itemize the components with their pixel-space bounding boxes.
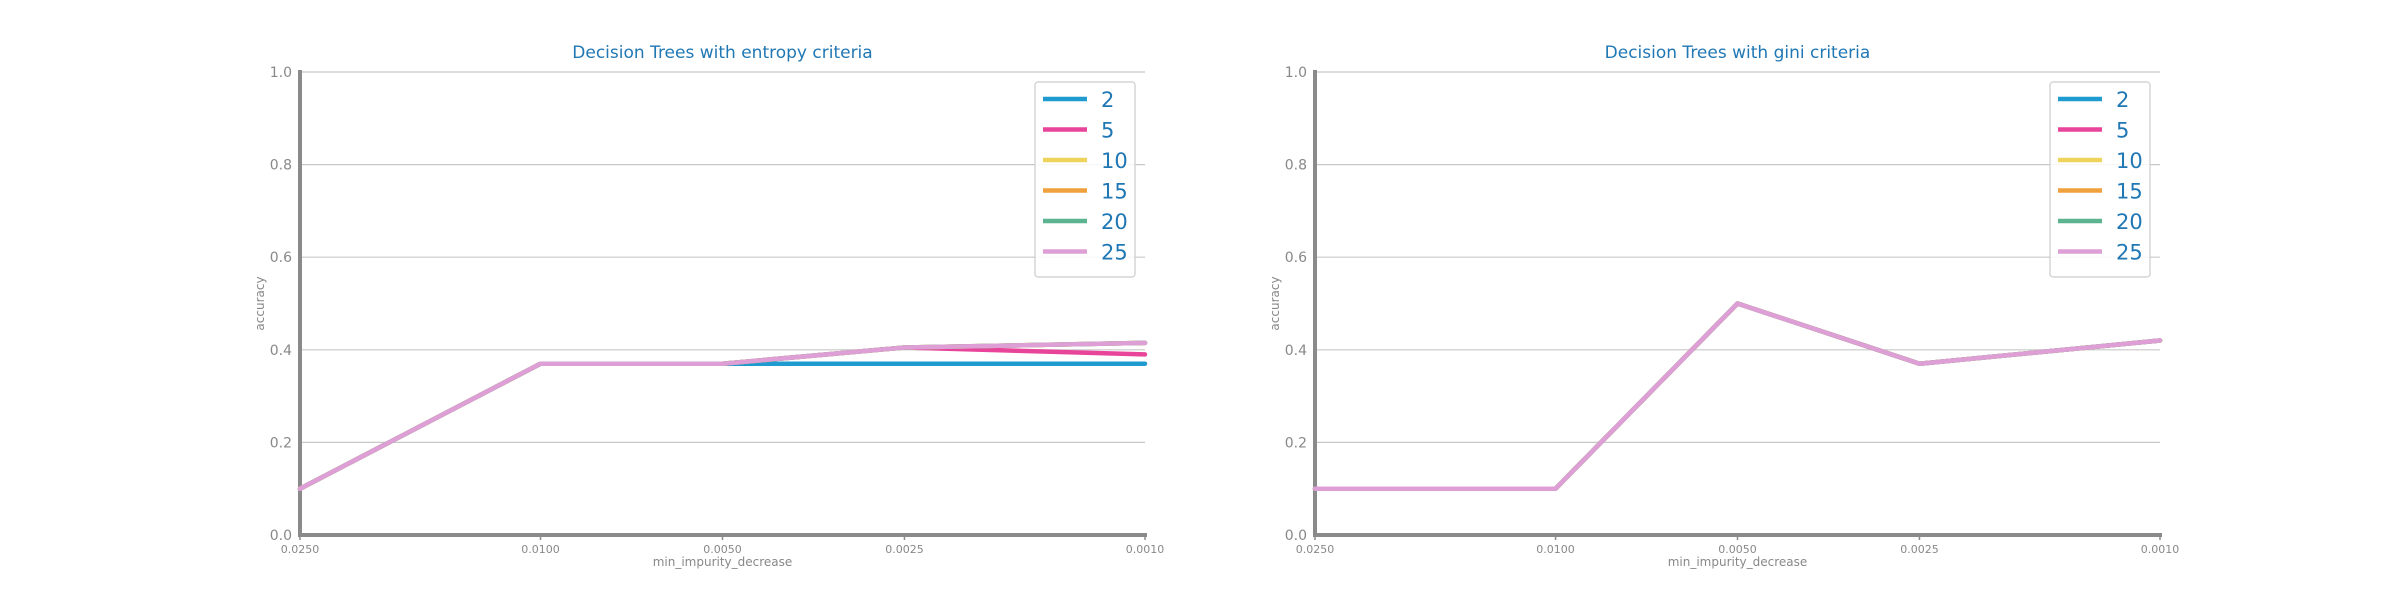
y-tick-label: 1.0 <box>1285 65 1307 81</box>
y-tick-label: 0.8 <box>1285 158 1307 174</box>
legend-label-25: 25 <box>2116 241 2143 265</box>
x-tick-label: 0.0050 <box>703 543 742 556</box>
series-line-15 <box>1312 301 2163 491</box>
x-tick-label: 0.0100 <box>1536 543 1575 556</box>
legend-label-5: 5 <box>2116 119 2129 143</box>
legend-label-10: 10 <box>2116 149 2143 173</box>
y-tick-label: 0.2 <box>270 435 292 451</box>
y-tick-label: 0.6 <box>270 250 292 266</box>
legend-label-25: 25 <box>1101 241 1128 265</box>
y-tick-label: 0.4 <box>1285 343 1307 359</box>
chart-title: Decision Trees with entropy criteria <box>572 43 872 63</box>
chart-panel-2: 0.0 0.2 0.4 0.6 0.8 1.0 0.0250 0.0100 0.0050 0.00… <box>1268 43 2179 569</box>
series-line-2 <box>297 361 1148 491</box>
chart-panel-1: 0.0 0.2 0.4 0.6 0.8 1.0 0.0250 0.0100 0.0050 0.00… <box>253 43 1164 569</box>
y-tick-label: 0.4 <box>270 343 292 359</box>
series-line-25 <box>1312 301 2163 491</box>
x-tick-label: 0.0025 <box>1900 543 1939 556</box>
x-axis-label: min_impurity_decrease <box>1668 555 1808 569</box>
legend-label-2: 2 <box>2116 88 2129 112</box>
legend-label-5: 5 <box>1101 119 1114 143</box>
x-axis-label: min_impurity_decrease <box>653 555 793 569</box>
y-tick-label: 0.8 <box>270 158 292 174</box>
chart-title: Decision Trees with gini criteria <box>1605 43 1871 63</box>
x-tick-label: 0.0250 <box>281 543 320 556</box>
y-axis-label: accuracy <box>1268 276 1282 330</box>
series-line-5 <box>1312 301 2163 491</box>
legend-label-20: 20 <box>1101 210 1128 234</box>
y-tick-label: 0.0 <box>270 528 292 544</box>
y-tick-label: 1.0 <box>270 65 292 81</box>
x-tick-label: 0.0025 <box>885 543 924 556</box>
series-line-2 <box>1312 301 2163 491</box>
y-tick-label: 0.0 <box>1285 528 1307 544</box>
legend-label-15: 15 <box>2116 180 2143 204</box>
x-tick-label: 0.0100 <box>521 543 560 556</box>
legend-label-2: 2 <box>1101 88 1114 112</box>
y-tick-label: 0.2 <box>1285 435 1307 451</box>
legend-label-20: 20 <box>2116 210 2143 234</box>
legend-label-10: 10 <box>1101 149 1128 173</box>
series-line-20 <box>1312 301 2163 491</box>
x-tick-label: 0.0050 <box>1718 543 1757 556</box>
series-line-5 <box>297 345 1148 491</box>
series-line-25 <box>297 340 1148 491</box>
x-tick-label: 0.0010 <box>1126 543 1165 556</box>
y-axis-label: accuracy <box>253 276 267 330</box>
x-tick-label: 0.0250 <box>1296 543 1335 556</box>
legend-label-15: 15 <box>1101 180 1128 204</box>
x-tick-label: 0.0010 <box>2141 543 2180 556</box>
series-line-10 <box>1312 301 2163 491</box>
y-tick-label: 0.6 <box>1285 250 1307 266</box>
